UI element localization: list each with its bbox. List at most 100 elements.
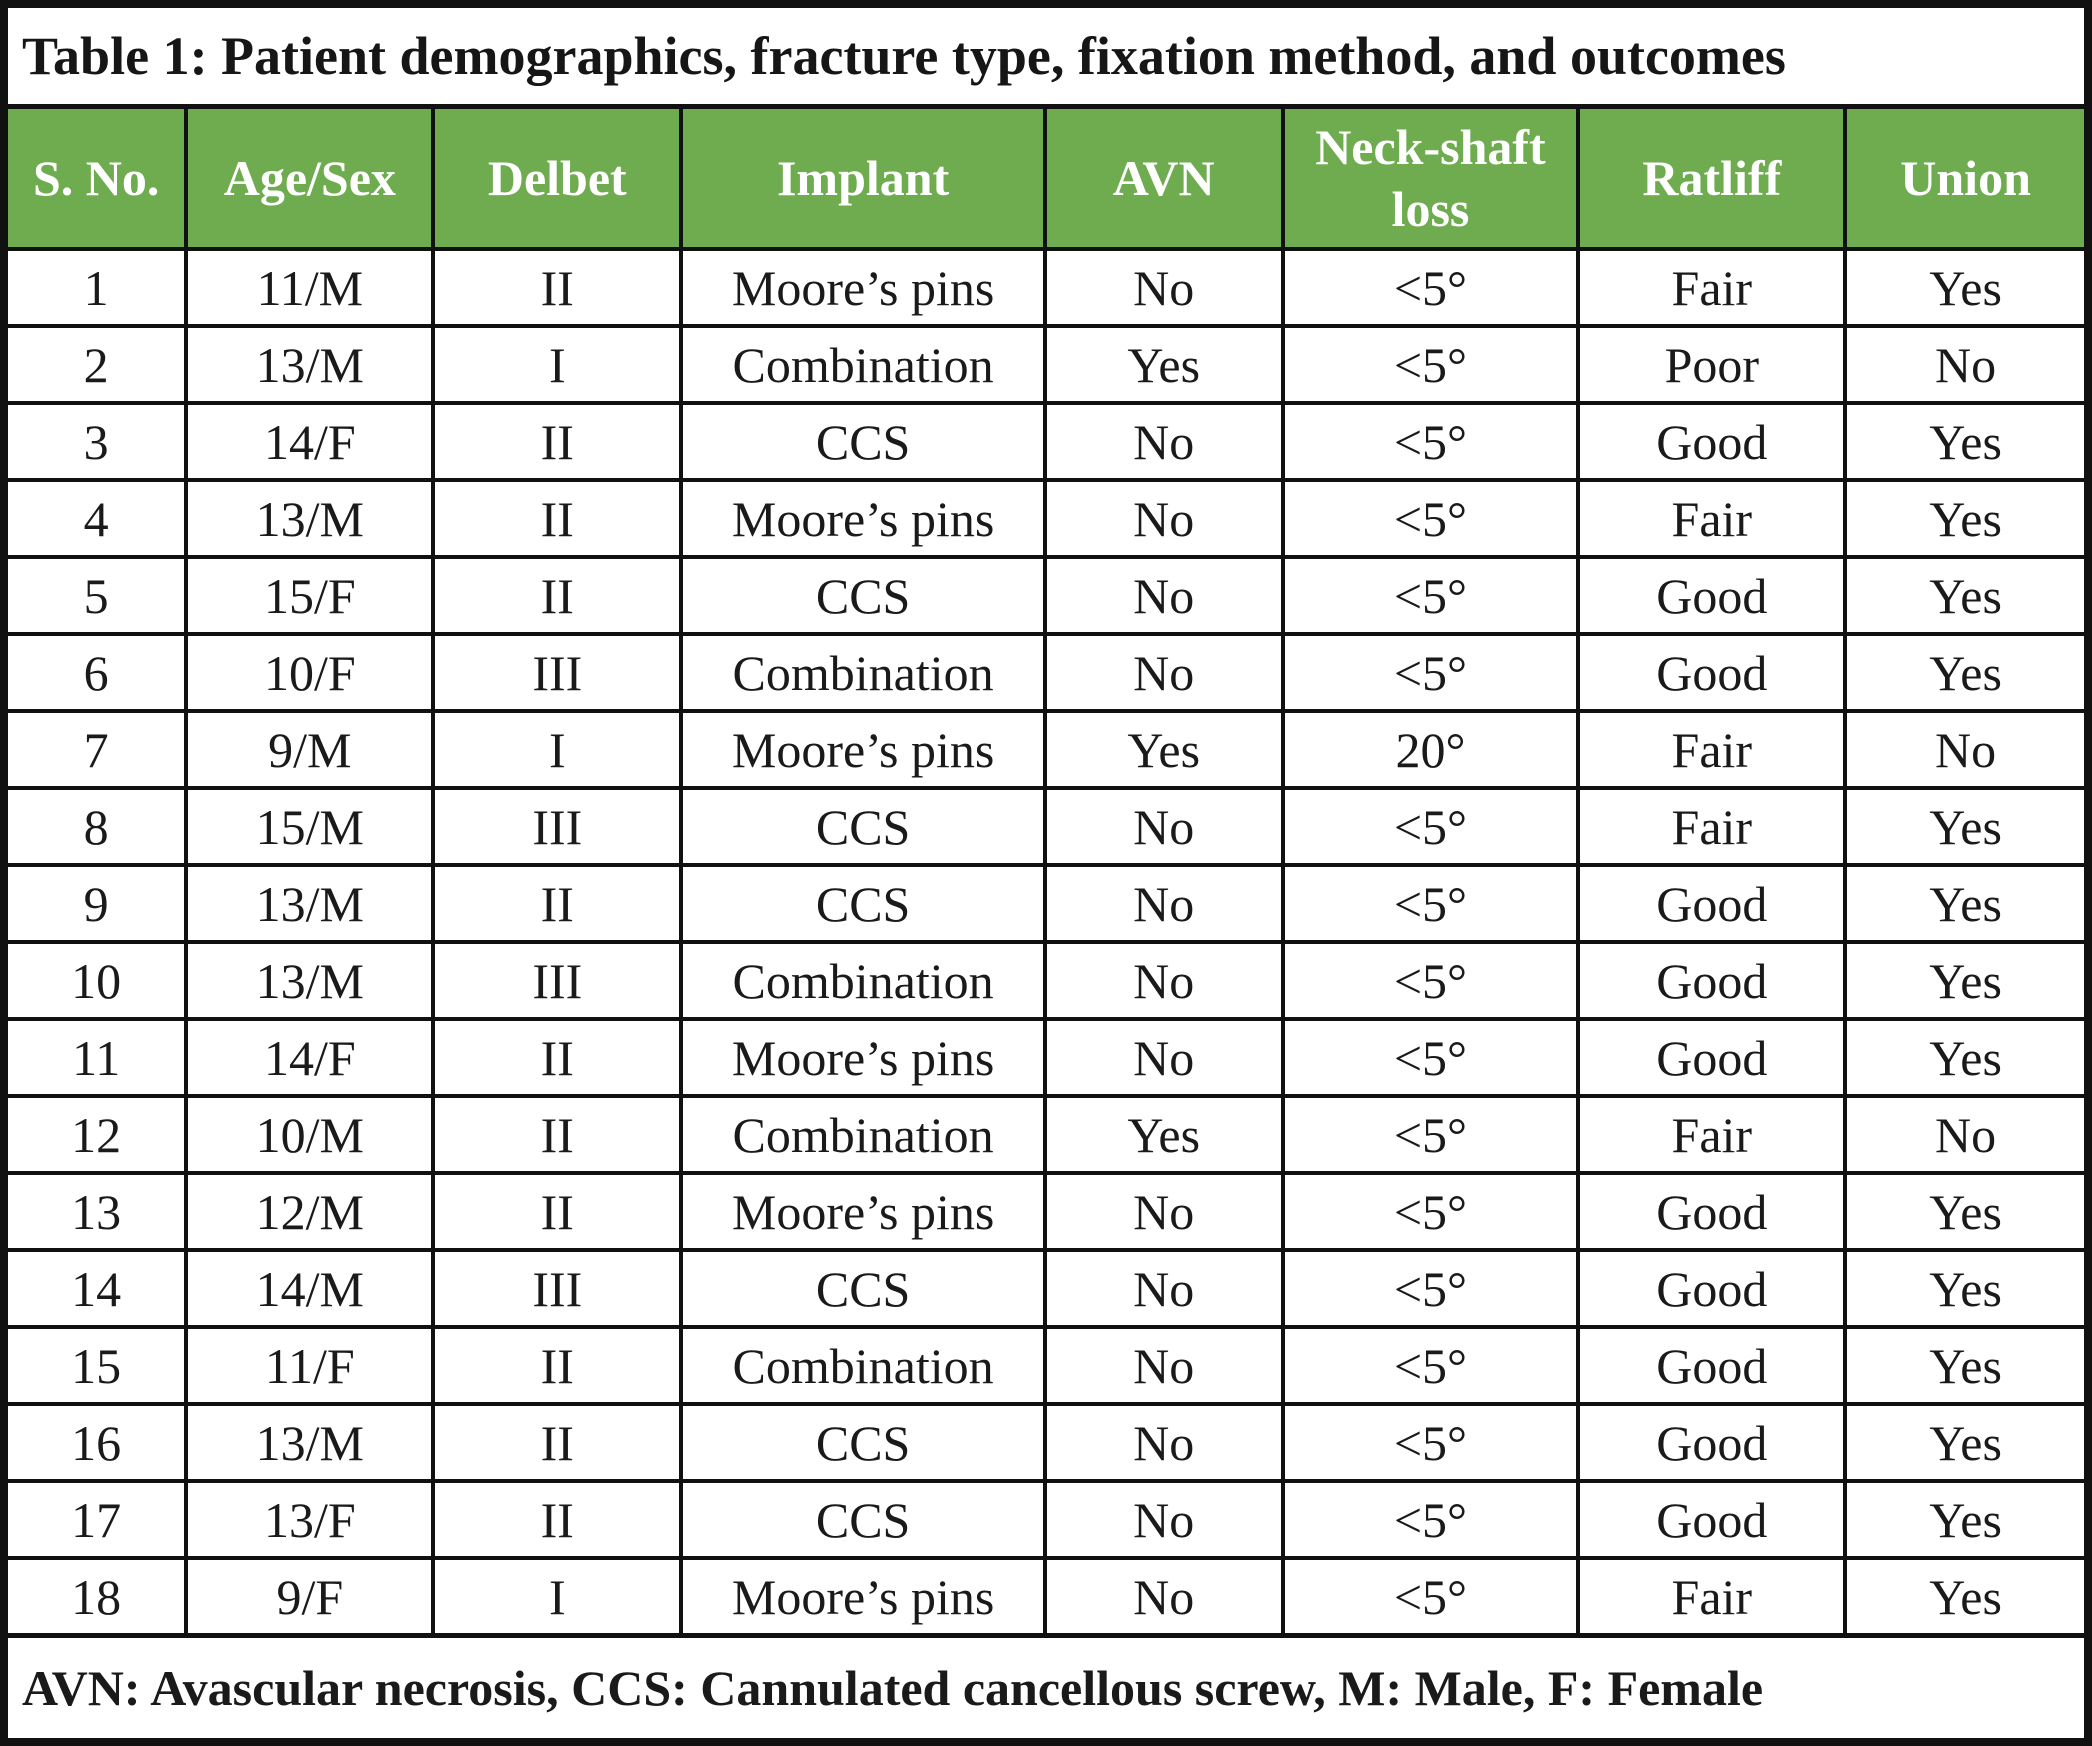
table-cell: Combination: [679, 1325, 1047, 1406]
table-cell: <5°: [1280, 1479, 1581, 1560]
table-cell: Yes: [1843, 1325, 2090, 1406]
table-cell: Yes: [1843, 863, 2090, 944]
table-row: 13 12/M II Moore’s pins No <5° Good Yes: [1, 1171, 2090, 1252]
table-cell: 20°: [1280, 709, 1581, 790]
table-cell: No: [1042, 1325, 1285, 1406]
table-cell: III: [431, 940, 684, 1021]
table-cell: 13/F: [184, 1479, 436, 1560]
table-cell: Good: [1576, 1171, 1848, 1252]
table-cell: Yes: [1843, 1248, 2090, 1329]
table-cell: III: [431, 632, 684, 713]
table-cell: No: [1042, 786, 1285, 867]
table-row: 9 13/M II CCS No <5° Good Yes: [1, 863, 2090, 944]
table-cell: 8: [1, 786, 189, 867]
table-cell: No: [1042, 1248, 1285, 1329]
table-cell: <5°: [1280, 632, 1581, 713]
table-cell: Good: [1576, 555, 1848, 636]
table-cell: III: [431, 786, 684, 867]
table-cell: 5: [1, 555, 189, 636]
table-cell: Good: [1576, 1402, 1848, 1483]
table-cell: CCS: [679, 1248, 1047, 1329]
table-cell: 13/M: [184, 324, 436, 405]
table-cell: Good: [1576, 1248, 1848, 1329]
table-cell: No: [1843, 1094, 2090, 1175]
table-cell: <5°: [1280, 324, 1581, 405]
column-header: Union: [1843, 104, 2090, 251]
table-cell: Moore’s pins: [679, 1017, 1047, 1098]
table-cell: Yes: [1843, 1017, 2090, 1098]
table-cell: Yes: [1042, 1094, 1285, 1175]
table-cell: <5°: [1280, 1248, 1581, 1329]
table-cell: Combination: [679, 1094, 1047, 1175]
table-cell: <5°: [1280, 478, 1581, 559]
table-cell: No: [1042, 1556, 1285, 1638]
table-cell: Combination: [679, 940, 1047, 1021]
table-cell: CCS: [679, 1479, 1047, 1560]
table-cell: Combination: [679, 324, 1047, 405]
table-row: 7 9/M I Moore’s pins Yes 20° Fair No: [1, 709, 2090, 790]
table-cell: II: [431, 247, 684, 328]
table-cell: CCS: [679, 555, 1047, 636]
table-cell: Yes: [1843, 555, 2090, 636]
table-cell: 14: [1, 1248, 189, 1329]
table-cell: I: [431, 1556, 684, 1638]
table-row: 16 13/M II CCS No <5° Good Yes: [1, 1402, 2090, 1483]
table-cell: <5°: [1280, 786, 1581, 867]
column-header: Neck-shaft loss: [1280, 104, 1581, 251]
table-cell: Combination: [679, 632, 1047, 713]
table-cell: II: [431, 1479, 684, 1560]
table-cell: 14/F: [184, 1017, 436, 1098]
table-cell: Good: [1576, 632, 1848, 713]
table-cell: No: [1042, 632, 1285, 713]
table-cell: Poor: [1576, 324, 1848, 405]
table-cell: II: [431, 555, 684, 636]
table-header-row: S. No. Age/Sex Delbet Implant AVN Neck-shaft …: [1, 104, 2090, 251]
table-cell: 13: [1, 1171, 189, 1252]
table-cell: 14/F: [184, 401, 436, 482]
table-cell: Good: [1576, 1017, 1848, 1098]
table-cell: 10/M: [184, 1094, 436, 1175]
table-cell: <5°: [1280, 401, 1581, 482]
table-cell: <5°: [1280, 1556, 1581, 1638]
table-cell: 3: [1, 401, 189, 482]
table-row: 11 14/F II Moore’s pins No <5° Good Yes: [1, 1017, 2090, 1098]
table-cell: Fair: [1576, 786, 1848, 867]
table-cell: No: [1042, 478, 1285, 559]
table-cell: I: [431, 324, 684, 405]
table-row: 14 14/M III CCS No <5° Good Yes: [1, 1248, 2090, 1329]
table-cell: Yes: [1843, 247, 2090, 328]
table-row: 8 15/M III CCS No <5° Fair Yes: [1, 786, 2090, 867]
table-cell: Fair: [1576, 709, 1848, 790]
table-cell: No: [1042, 401, 1285, 482]
table-cell: 1: [1, 247, 189, 328]
table-cell: <5°: [1280, 1171, 1581, 1252]
table-row: 2 13/M I Combination Yes <5° Poor No: [1, 324, 2090, 405]
column-header: Implant: [679, 104, 1047, 251]
table-cell: Moore’s pins: [679, 247, 1047, 328]
table-cell: 13/M: [184, 940, 436, 1021]
table-body: 1 11/M II Moore’s pins No <5° Fair Yes 2 13/M I Com…: [1, 247, 2090, 1638]
column-header: AVN: [1042, 104, 1285, 251]
table-cell: Moore’s pins: [679, 1556, 1047, 1638]
table-cell: 9: [1, 863, 189, 944]
table-cell: Yes: [1843, 786, 2090, 867]
table-cell: Moore’s pins: [679, 478, 1047, 559]
table-cell: 15/F: [184, 555, 436, 636]
table-cell: Yes: [1843, 632, 2090, 713]
column-header: S. No.: [1, 104, 189, 251]
table-cell: <5°: [1280, 247, 1581, 328]
table-cell: Yes: [1843, 1479, 2090, 1560]
table-cell: Yes: [1042, 709, 1285, 790]
table-cell: Yes: [1843, 1556, 2090, 1638]
table-cell: <5°: [1280, 1017, 1581, 1098]
table-cell: No: [1042, 1479, 1285, 1560]
table-cell: 7: [1, 709, 189, 790]
table-cell: Good: [1576, 863, 1848, 944]
table-cell: III: [431, 1248, 684, 1329]
table-row: 17 13/F II CCS No <5° Good Yes: [1, 1479, 2090, 1560]
table-cell: II: [431, 1094, 684, 1175]
table-cell: 12/M: [184, 1171, 436, 1252]
table-cell: Fair: [1576, 1094, 1848, 1175]
table-cell: 14/M: [184, 1248, 436, 1329]
